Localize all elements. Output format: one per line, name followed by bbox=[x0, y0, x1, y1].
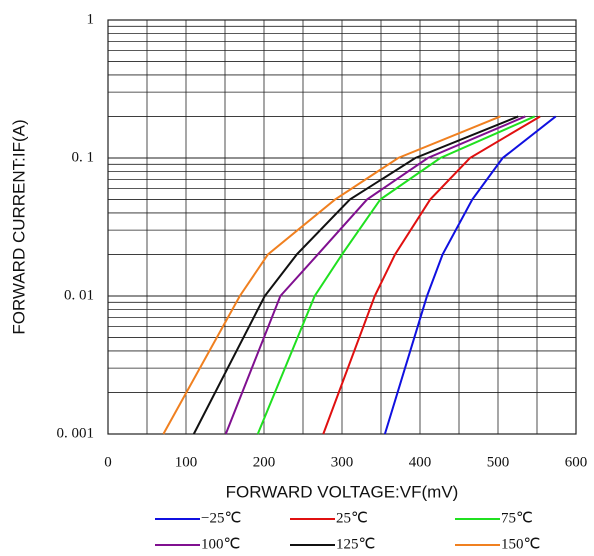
series-line bbox=[256, 115, 536, 435]
x-tick-label: 100 bbox=[175, 454, 198, 470]
series-line bbox=[224, 115, 526, 435]
series-line bbox=[383, 115, 557, 435]
series-line bbox=[192, 115, 519, 435]
legend-label: 125℃ bbox=[336, 536, 375, 552]
legend-label: 100℃ bbox=[201, 536, 240, 552]
series-line bbox=[322, 115, 541, 435]
legend-label: 150℃ bbox=[501, 536, 540, 552]
y-tick-label: 1 bbox=[87, 11, 95, 27]
series-line bbox=[162, 115, 501, 435]
plot-frame bbox=[107, 19, 577, 435]
legend-label: −25℃ bbox=[201, 510, 241, 526]
x-axis-label: FORWARD VOLTAGE:VF(mV) bbox=[226, 482, 459, 501]
y-axis-label: FORWARD CURRENT:IF(A) bbox=[9, 119, 28, 334]
x-tick-label: 600 bbox=[565, 454, 588, 470]
x-tick-label: 300 bbox=[331, 454, 354, 470]
y-tick-label: 0. 01 bbox=[64, 287, 94, 303]
y-tick-label: 0. 001 bbox=[57, 425, 95, 441]
x-tick-label: 500 bbox=[487, 454, 510, 470]
x-tick-label: 400 bbox=[409, 454, 432, 470]
x-tick-label: 0 bbox=[104, 454, 112, 470]
legend-label: 25℃ bbox=[336, 510, 368, 526]
x-tick-label: 200 bbox=[253, 454, 276, 470]
legend-label: 75℃ bbox=[501, 510, 533, 526]
y-tick-label: 0. 1 bbox=[72, 149, 95, 165]
